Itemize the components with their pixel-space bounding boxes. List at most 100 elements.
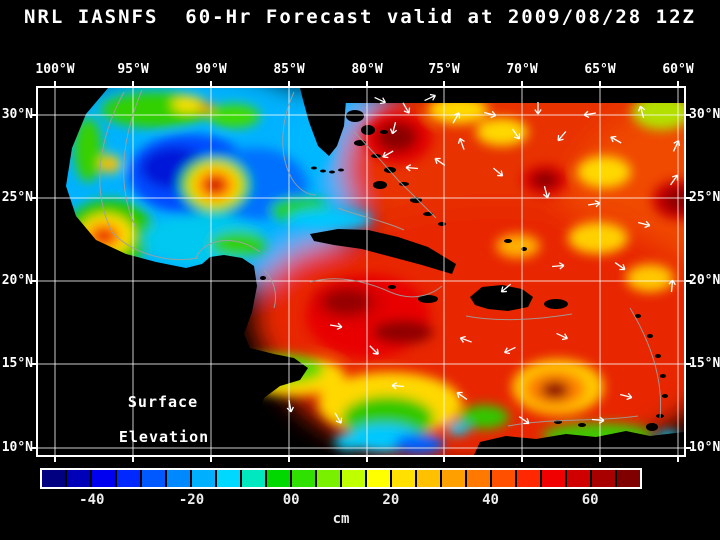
tick-mark <box>366 81 368 86</box>
island <box>655 354 661 358</box>
contour-line <box>465 313 573 321</box>
vector-arrow <box>369 345 379 355</box>
vector-arrow <box>457 137 465 150</box>
contour-line <box>282 91 317 196</box>
island <box>380 130 388 134</box>
colorbar-cell <box>242 470 265 487</box>
tick-mark <box>443 457 445 462</box>
lat-tick-label: 25°N <box>1 190 33 205</box>
ssh-blob <box>394 434 444 454</box>
lon-tick-label: 100°W <box>35 62 75 77</box>
vector-arrow <box>500 283 512 293</box>
ssh-blob <box>172 96 204 112</box>
tick-mark <box>599 81 601 86</box>
landmass <box>470 285 533 311</box>
landmass <box>300 88 346 156</box>
colorbar-unit-label: cm <box>332 511 350 527</box>
vector-arrow <box>614 262 626 271</box>
vector-arrow <box>556 332 569 341</box>
ssh-blob <box>377 122 417 152</box>
island <box>346 110 364 122</box>
lat-tick-label: 20°N <box>689 273 720 288</box>
tick-mark <box>521 81 523 86</box>
vector-arrow <box>424 93 437 102</box>
landmass <box>38 88 336 455</box>
lon-tick-label: 60°W <box>662 62 694 77</box>
colorbar-cell <box>342 470 365 487</box>
colorbar-cell <box>617 470 640 487</box>
ssh-blob <box>208 104 260 128</box>
colorbar-cell <box>567 470 590 487</box>
vector-arrow <box>534 102 542 115</box>
vector-arrow <box>402 102 411 114</box>
contour-line <box>337 207 405 231</box>
colorbar-cell <box>42 470 65 487</box>
lon-tick-label: 85°W <box>273 62 305 77</box>
ssh-blob <box>664 188 684 212</box>
lon-tick-label: 70°W <box>506 62 538 77</box>
contour-line <box>629 307 662 419</box>
vector-arrow <box>668 279 676 293</box>
tick-mark <box>31 197 36 199</box>
colorbar-cell <box>417 470 440 487</box>
vector-arrow <box>492 167 504 177</box>
ssh-blob <box>373 320 433 344</box>
colorbar-cell <box>292 470 315 487</box>
ssh-blob <box>198 103 214 113</box>
colorbar-cell <box>67 470 90 487</box>
ssh-blob <box>577 156 631 188</box>
tick-mark <box>677 457 679 462</box>
vector-arrow <box>334 412 343 424</box>
vector-arrow <box>518 416 530 425</box>
lat-tick-label: 10°N <box>1 440 33 455</box>
colorbar-cell <box>367 470 390 487</box>
tick-mark <box>31 280 36 282</box>
ssh-blob <box>568 222 628 254</box>
island <box>647 334 653 338</box>
colorbar-cell <box>192 470 215 487</box>
tick-mark <box>686 280 691 282</box>
island <box>329 170 335 174</box>
ssh-blob <box>632 94 684 130</box>
vector-arrow <box>382 150 394 159</box>
contour-line <box>99 91 199 261</box>
island <box>504 239 512 243</box>
ssh-blob <box>74 118 102 182</box>
colorbar-cell <box>92 470 115 487</box>
vector-arrow <box>620 392 633 401</box>
colorbar-cell <box>217 470 240 487</box>
ssh-blob <box>323 289 371 315</box>
tick-mark <box>288 457 290 462</box>
colorbar-cell <box>117 470 140 487</box>
vector-arrow <box>672 139 681 152</box>
contour-line <box>263 269 277 309</box>
vector-arrow <box>459 335 472 343</box>
colorbar-cell <box>267 470 290 487</box>
lat-tick-label: 15°N <box>689 356 720 371</box>
colorbar-tick-label: -20 <box>178 492 205 508</box>
domain-boundary-strip <box>333 88 684 103</box>
lat-tick-label: 20°N <box>1 273 33 288</box>
lat-tick-label: 15°N <box>1 356 33 371</box>
island <box>320 169 326 173</box>
ssh-blob <box>334 434 364 450</box>
vector-arrow <box>512 128 521 140</box>
vector-arrow <box>391 382 405 390</box>
colorbar-cell <box>492 470 515 487</box>
lon-tick-label: 95°W <box>117 62 149 77</box>
ssh-blob <box>210 231 266 257</box>
vector-arrow <box>286 399 294 413</box>
contour-line <box>123 89 143 229</box>
ssh-blob <box>626 264 674 292</box>
island <box>373 181 387 189</box>
colorbar-cell <box>442 470 465 487</box>
island <box>418 295 438 303</box>
tick-mark <box>686 363 691 365</box>
tick-mark <box>132 81 134 86</box>
contour-line <box>309 278 443 298</box>
tick-mark <box>443 81 445 86</box>
ssh-blob <box>447 423 469 435</box>
island <box>388 285 396 289</box>
landmass <box>474 431 684 455</box>
